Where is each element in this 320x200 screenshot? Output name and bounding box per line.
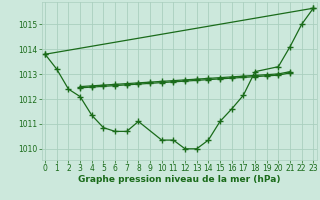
X-axis label: Graphe pression niveau de la mer (hPa): Graphe pression niveau de la mer (hPa) — [78, 175, 280, 184]
